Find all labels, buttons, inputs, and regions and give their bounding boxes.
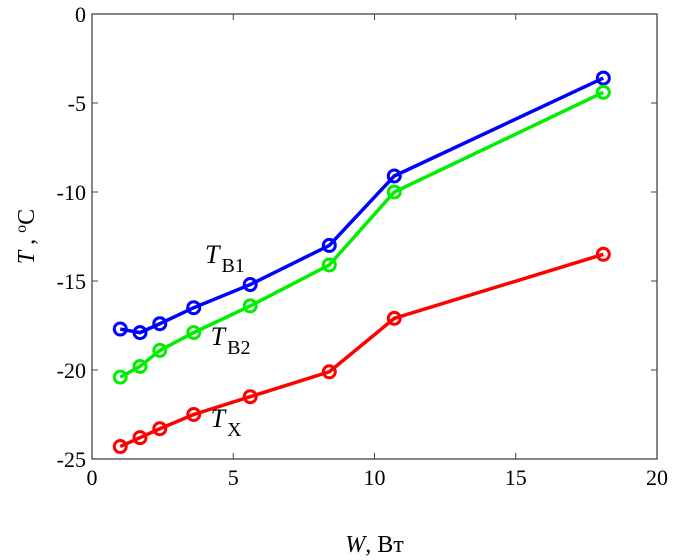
data-point [112, 369, 128, 385]
y-tick-label: -25 [57, 447, 86, 472]
data-point [242, 277, 258, 293]
data-point [242, 298, 258, 314]
data-point [132, 430, 148, 446]
data-point [152, 316, 168, 332]
y-tick-label: -5 [68, 91, 86, 116]
data-point [112, 321, 128, 337]
data-point [132, 325, 148, 341]
data-point [386, 310, 402, 326]
series-TX [112, 246, 611, 455]
data-point [242, 389, 258, 405]
plot-area [91, 13, 658, 460]
y-axis-label: T , oC [13, 209, 40, 264]
series-line [119, 76, 605, 335]
x-axis-label: W, Вт [345, 532, 404, 558]
series-TB1 [112, 70, 611, 341]
series-line [119, 252, 604, 449]
data-point [321, 257, 337, 273]
data-point [386, 184, 402, 200]
data-point [112, 439, 128, 455]
data-point [186, 325, 202, 341]
data-point [132, 358, 148, 374]
data-point [595, 84, 611, 100]
series-TB2 [112, 84, 611, 385]
x-tick-label: 10 [364, 465, 386, 490]
data-point [386, 168, 402, 184]
x-tick-label: 15 [505, 465, 527, 490]
series-label: T B1 [205, 240, 245, 277]
x-tick-label: 20 [646, 465, 668, 490]
data-point [186, 300, 202, 316]
data-point [321, 364, 337, 380]
data-point [321, 237, 337, 253]
y-tick-label: 0 [75, 2, 86, 27]
data-point [595, 70, 611, 86]
data-point [152, 342, 168, 358]
data-point [595, 246, 611, 262]
series-line [119, 90, 605, 379]
y-tick-label: -10 [57, 180, 86, 205]
data-point [186, 407, 202, 422]
x-tick-label: 0 [87, 465, 98, 490]
y-tick-label: -15 [57, 269, 86, 294]
x-tick-label: 5 [228, 465, 239, 490]
y-tick-label: -20 [57, 358, 86, 383]
series-label: T B2 [211, 322, 251, 359]
data-point [152, 421, 168, 437]
